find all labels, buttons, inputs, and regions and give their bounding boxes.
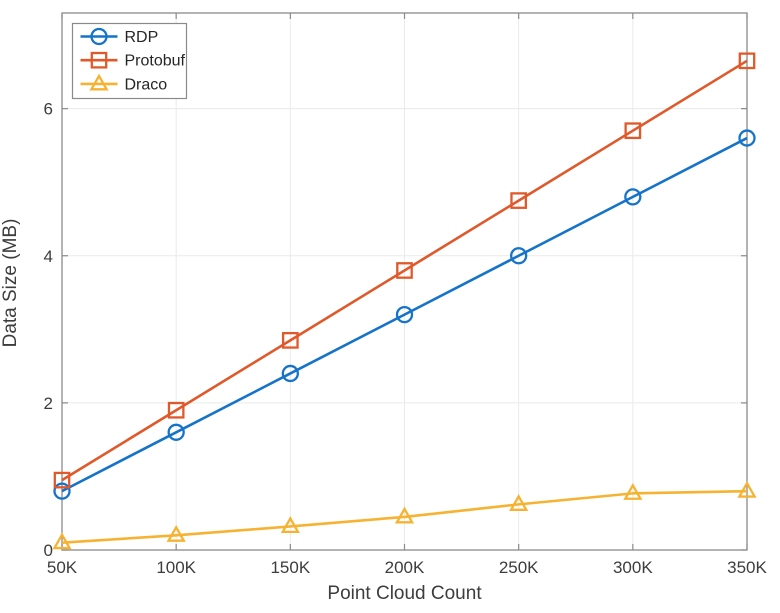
- series-marker-square: [90, 51, 108, 69]
- series-marker-circle: [624, 188, 642, 206]
- series-marker-triangle: [509, 494, 529, 511]
- series-line-protobuf: [61, 59, 748, 482]
- legend-item-draco: Draco: [80, 73, 168, 93]
- series-marker-square: [53, 471, 71, 489]
- legend-label: Protobuf: [125, 53, 186, 70]
- y-tick-label: 2: [44, 394, 53, 413]
- y-tick-label: 4: [44, 247, 53, 266]
- series-marker-circle: [395, 305, 414, 324]
- tick-marks: [61, 13, 748, 551]
- legend-label: Draco: [125, 76, 168, 93]
- series-marker-square: [738, 52, 756, 70]
- series-marker-triangle: [280, 516, 300, 534]
- series-draco: [52, 480, 757, 550]
- series-marker-circle: [53, 482, 71, 500]
- series-marker-circle: [281, 364, 299, 383]
- x-tick-label: 350K: [727, 558, 767, 577]
- legend-item-rdp: RDP: [80, 27, 159, 46]
- tick-labels: 50K 100K 150K 200K 250K 300K 350K 0 2 4 6: [44, 100, 768, 577]
- series-marker-triangle: [737, 480, 757, 498]
- series-line-draco: [61, 489, 748, 544]
- series-marker-triangle: [52, 532, 72, 550]
- series-marker-circle: [90, 27, 108, 46]
- legend: RDP Protobuf Draco: [71, 22, 188, 100]
- series-line-rdp: [61, 136, 748, 493]
- series-marker-circle: [510, 247, 528, 265]
- series-marker-triangle: [623, 483, 643, 500]
- legend-label: RDP: [125, 29, 159, 46]
- series-marker-triangle: [166, 524, 186, 542]
- y-tick-label: 6: [44, 100, 53, 119]
- series-rdp: [53, 129, 756, 500]
- series-marker-square: [510, 192, 528, 209]
- series-protobuf: [53, 52, 756, 489]
- x-tick-label: 200K: [385, 558, 425, 577]
- x-tick-label: 100K: [156, 558, 196, 577]
- series-marker-circle: [167, 423, 185, 441]
- series-marker-triangle: [394, 506, 415, 524]
- x-axis-title: Point Cloud Count: [327, 583, 482, 604]
- series-marker-square: [624, 122, 642, 140]
- series-marker-triangle: [89, 73, 109, 91]
- x-tick-label: 250K: [499, 558, 539, 577]
- x-tick-label: 50K: [47, 558, 78, 577]
- y-tick-label: 0: [44, 541, 53, 560]
- x-tick-label: 150K: [270, 558, 310, 577]
- series-marker-square: [167, 401, 185, 419]
- series-marker-circle: [738, 129, 756, 147]
- series-marker-square: [396, 262, 413, 279]
- x-tick-label: 300K: [613, 558, 653, 577]
- y-axis-title: Data Size (MB): [0, 218, 21, 348]
- series-marker-square: [281, 331, 299, 349]
- legend-item-protobuf: Protobuf: [80, 51, 186, 70]
